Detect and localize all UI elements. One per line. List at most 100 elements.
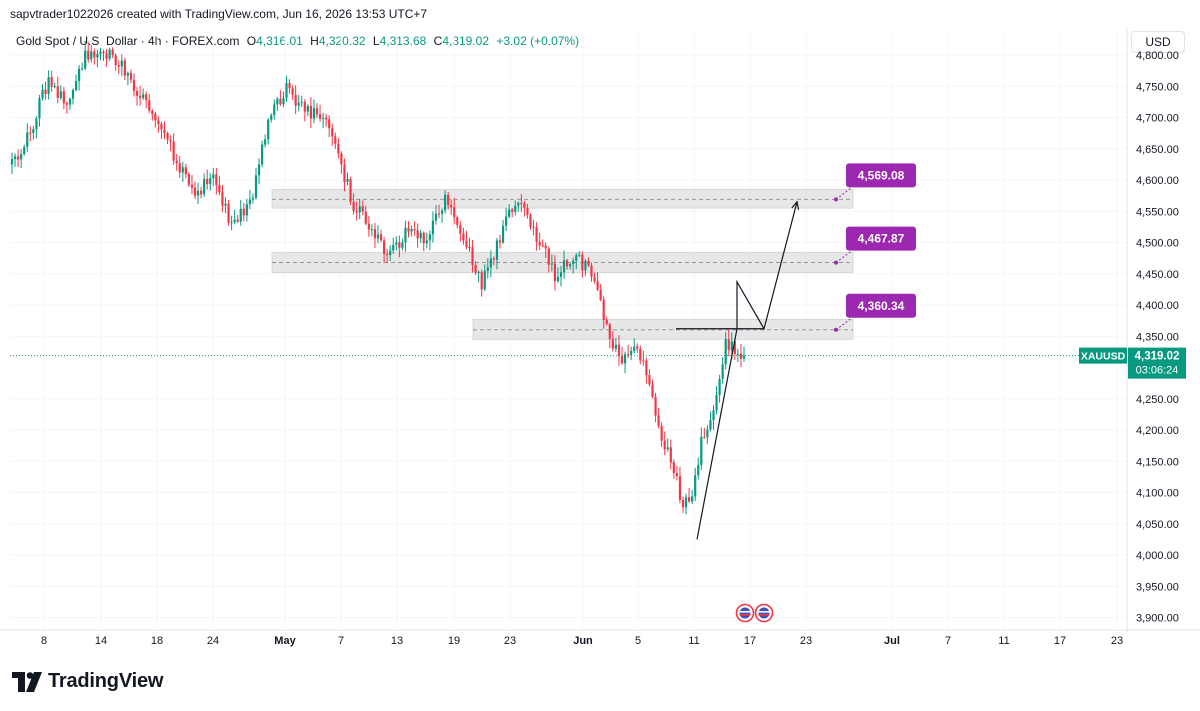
candle — [346, 172, 349, 186]
candle — [35, 116, 38, 139]
candle — [270, 113, 273, 123]
tradingview-logo[interactable]: TradingView — [12, 670, 163, 693]
candle — [303, 99, 306, 122]
candle — [633, 338, 636, 354]
candle-body — [578, 254, 581, 256]
candle-body — [84, 50, 87, 69]
candle — [160, 121, 163, 139]
candle-body — [428, 234, 431, 241]
projection-polyline[interactable] — [696, 201, 798, 540]
time-tick-label: 23 — [1111, 635, 1123, 647]
candle — [623, 351, 627, 374]
price-label-callout[interactable]: 4,360.34 — [834, 293, 916, 332]
candle-body — [376, 234, 380, 239]
candle-body — [444, 194, 447, 211]
currency-button[interactable]: USD — [1131, 31, 1185, 53]
candle — [254, 167, 258, 200]
zone-labels[interactable]: 4,569.08 4,467.87 4,360.34 — [834, 163, 916, 332]
candle-body — [343, 164, 346, 182]
candle — [38, 94, 41, 127]
price-tick-label: 4,550.00 — [1136, 206, 1179, 218]
candle-body — [663, 440, 666, 450]
candle-body — [230, 222, 233, 224]
candle — [163, 121, 166, 140]
candle — [285, 75, 288, 102]
candle-body — [550, 263, 553, 265]
candle — [212, 167, 215, 187]
candle — [419, 229, 422, 243]
sr-zone[interactable] — [271, 188, 854, 209]
callout-leader — [835, 317, 853, 331]
candle-body — [514, 205, 517, 213]
sr-zones[interactable] — [271, 188, 854, 340]
candle-body — [532, 226, 535, 228]
candle — [389, 245, 392, 262]
candle — [282, 91, 285, 108]
candle — [227, 200, 230, 226]
candle — [727, 329, 730, 357]
candle — [111, 47, 114, 58]
candle — [392, 237, 395, 254]
candle-body — [282, 97, 285, 105]
candle — [550, 254, 553, 272]
candle — [440, 208, 444, 223]
candle — [264, 134, 267, 148]
candle-body — [300, 101, 303, 103]
price-tick-label: 4,250.00 — [1136, 394, 1179, 406]
candle-body — [325, 117, 328, 120]
candle — [200, 186, 203, 199]
candle-body — [105, 53, 108, 59]
price-axis[interactable]: 4,800.00 4,750.00 4,700.00 4,650.00 4,600.00… — [1136, 50, 1179, 625]
sr-zone[interactable] — [472, 318, 854, 340]
candle-body — [648, 375, 651, 385]
candle-body — [608, 324, 611, 339]
symbol-name[interactable]: Gold Spot / U.S. Dollar · 4h · FOREX.com — [16, 34, 240, 48]
candle — [367, 216, 370, 237]
candle-body — [315, 108, 319, 115]
price-label-callout[interactable]: 4,569.08 — [834, 163, 916, 202]
candle — [596, 272, 599, 292]
candle-body — [50, 77, 53, 87]
candle — [547, 246, 550, 273]
candle-body — [17, 156, 20, 160]
callout-box — [846, 293, 916, 318]
candle — [370, 224, 373, 237]
candle-body — [581, 254, 584, 271]
time-tick-label: 7 — [945, 635, 951, 647]
candle — [135, 86, 139, 106]
event-flag-icon[interactable] — [754, 603, 774, 623]
time-axis[interactable]: 8 14 18 24 May 7 13 19 23 Jun 5 11 17 23 Jul 7 11 17 23 — [41, 635, 1123, 647]
event-flag-icon[interactable] — [735, 603, 755, 623]
price-tick-label: 4,500.00 — [1136, 238, 1179, 250]
candle — [538, 232, 541, 250]
candle — [627, 344, 630, 359]
candle-body — [334, 136, 337, 144]
callout-text: 4,569.08 — [858, 168, 905, 182]
candle — [90, 45, 93, 63]
candle-body — [65, 103, 68, 105]
candle — [126, 71, 129, 86]
candle-body — [206, 178, 209, 185]
candle-body — [257, 164, 261, 176]
candle-body — [495, 240, 499, 260]
callout-anchor — [834, 327, 838, 332]
candle — [334, 132, 337, 149]
candle — [587, 257, 590, 267]
economic-events[interactable] — [735, 603, 774, 623]
candle-body — [492, 258, 495, 260]
price-tick-label: 4,800.00 — [1136, 50, 1179, 62]
candle — [68, 97, 72, 110]
candle-body — [474, 264, 477, 273]
candle — [559, 265, 563, 287]
candle-body — [508, 209, 511, 217]
price-label-callout[interactable]: 4,467.87 — [834, 226, 916, 265]
candle-body — [157, 120, 160, 125]
high-value: 4,320.32 — [318, 34, 366, 48]
candle — [17, 149, 20, 167]
candle-body — [386, 254, 389, 256]
candle — [703, 427, 706, 439]
candle-body — [193, 187, 197, 196]
projection-path[interactable] — [676, 200, 800, 540]
candle — [328, 115, 331, 138]
